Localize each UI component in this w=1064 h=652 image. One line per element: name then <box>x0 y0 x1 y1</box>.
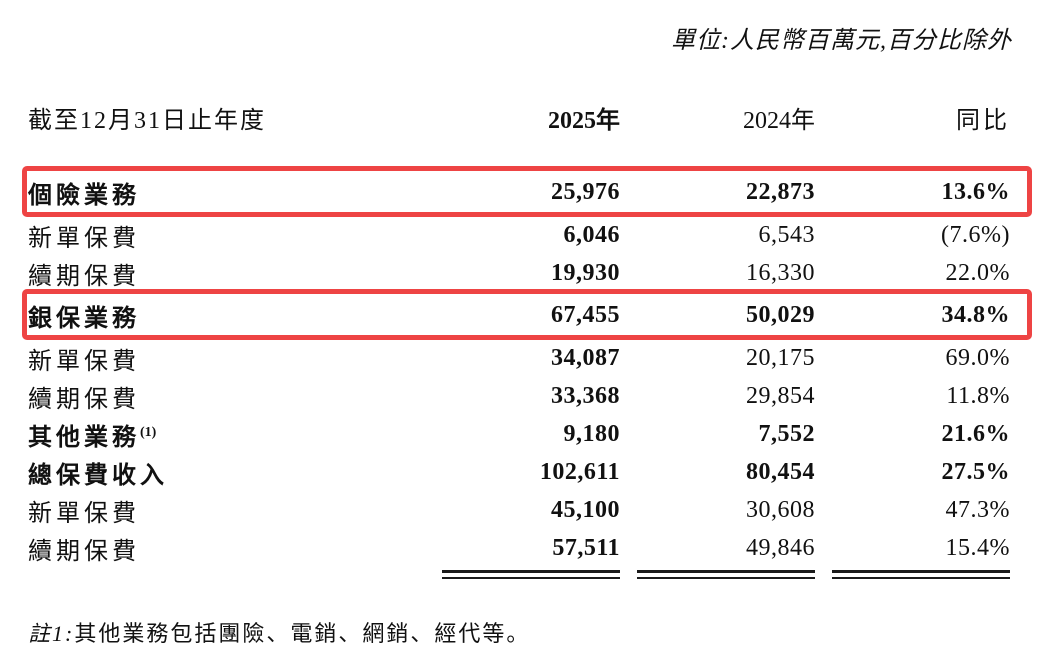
row-label: 續期保費 <box>28 256 430 291</box>
cell-2024: 29,854 <box>746 382 815 409</box>
row-label-text: 銀保業務 <box>28 305 140 332</box>
cell-2025: 9,180 <box>563 420 620 447</box>
cell-yoy: 13.6% <box>941 178 1010 205</box>
double-rule-2025 <box>442 570 620 579</box>
cell-2024: 20,175 <box>746 344 815 371</box>
cell-yoy: 34.8% <box>941 301 1010 328</box>
cell-2024: 80,454 <box>746 458 815 485</box>
cell-2024: 50,029 <box>746 301 815 328</box>
cell-2025: 57,511 <box>552 534 620 561</box>
row-label-text: 新單保費 <box>28 348 140 375</box>
cell-yoy: 21.6% <box>941 420 1010 447</box>
cell-2025: 25,976 <box>551 178 620 205</box>
cell-2025: 102,611 <box>539 458 620 485</box>
row-label-text: 續期保費 <box>28 386 140 413</box>
row-label-text: 新單保費 <box>28 225 140 252</box>
row-label: 總保費收入 <box>28 455 430 490</box>
cell-2025: 45,100 <box>551 496 620 523</box>
row-label: 續期保費 <box>28 531 430 566</box>
footnote-marker: (1) <box>140 424 157 440</box>
cell-yoy: 27.5% <box>941 458 1010 485</box>
table-row: 銀保業務 67,455 50,029 34.8% <box>22 289 1032 340</box>
table-bottom-rule-row <box>28 567 1010 587</box>
table-row: 續期保費 57,511 49,846 15.4% <box>28 529 1010 567</box>
unit-note: 單位:人民幣百萬元,百分比除外 <box>671 28 1012 54</box>
cell-2025: 34,087 <box>551 344 620 371</box>
table-row: 新單保費 6,046 6,543 (7.6%) <box>28 216 1010 254</box>
table-row: 續期保費 33,368 29,854 11.8% <box>28 377 1010 415</box>
row-label: 續期保費 <box>28 379 430 414</box>
table-row: 其他業務(1) 9,180 7,552 21.6% <box>28 415 1010 453</box>
cell-2024: 6,543 <box>758 221 815 248</box>
premium-income-table: 截至12月31日止年度 2025年 2024年 同比 個險業務 25,976 2… <box>22 96 1032 587</box>
table-row: 總保費收入 102,611 80,454 27.5% <box>28 453 1010 491</box>
cell-2025: 67,455 <box>551 301 620 328</box>
footnote-text: 其他業務包括團險、電銷、網銷、經代等。 <box>74 621 531 646</box>
header-col-2025: 2025年 <box>548 107 620 134</box>
table-row: 新單保費 45,100 30,608 47.3% <box>28 491 1010 529</box>
table-row: 個險業務 25,976 22,873 13.6% <box>22 166 1032 217</box>
table-rows: 個險業務 25,976 22,873 13.6% 新單保費 6,046 6,54… <box>22 166 1032 567</box>
row-label-text: 其他業務 <box>28 424 140 451</box>
footnote-prefix: 註1: <box>28 621 75 646</box>
row-label-text: 總保費收入 <box>28 462 168 489</box>
cell-2025: 6,046 <box>563 221 620 248</box>
cell-2024: 22,873 <box>746 178 815 205</box>
double-rule-yoy <box>832 570 1010 579</box>
cell-2024: 7,552 <box>758 420 815 447</box>
table-row: 新單保費 34,087 20,175 69.0% <box>28 339 1010 377</box>
row-label: 新單保費 <box>28 493 430 528</box>
row-label: 其他業務(1) <box>28 417 430 452</box>
cell-2025: 33,368 <box>551 382 620 409</box>
cell-2025: 19,930 <box>551 259 620 286</box>
table-header-row: 截至12月31日止年度 2025年 2024年 同比 <box>28 96 1010 138</box>
cell-yoy: (7.6%) <box>941 221 1010 248</box>
cell-2024: 30,608 <box>746 496 815 523</box>
cell-yoy: 69.0% <box>945 344 1010 371</box>
row-label: 個險業務 <box>28 175 430 210</box>
cell-2024: 49,846 <box>746 534 815 561</box>
row-label-text: 續期保費 <box>28 263 140 290</box>
row-label: 新單保費 <box>28 341 430 376</box>
row-label: 新單保費 <box>28 218 430 253</box>
table-row: 續期保費 19,930 16,330 22.0% <box>28 254 1010 292</box>
cell-2024: 16,330 <box>746 259 815 286</box>
header-col-2024: 2024年 <box>743 107 815 134</box>
header-col-yoy: 同比 <box>956 107 1010 134</box>
header-period-label: 截至12月31日止年度 <box>28 107 266 134</box>
cell-yoy: 15.4% <box>945 534 1010 561</box>
row-label: 銀保業務 <box>28 298 430 333</box>
footnote: 註1:其他業務包括團險、電銷、網銷、經代等。 <box>28 616 530 648</box>
cell-yoy: 47.3% <box>945 496 1010 523</box>
double-rule-2024 <box>637 570 815 579</box>
row-label-text: 個險業務 <box>28 182 140 209</box>
row-label-text: 新單保費 <box>28 500 140 527</box>
cell-yoy: 22.0% <box>945 259 1010 286</box>
cell-yoy: 11.8% <box>946 382 1010 409</box>
row-label-text: 續期保費 <box>28 538 140 565</box>
